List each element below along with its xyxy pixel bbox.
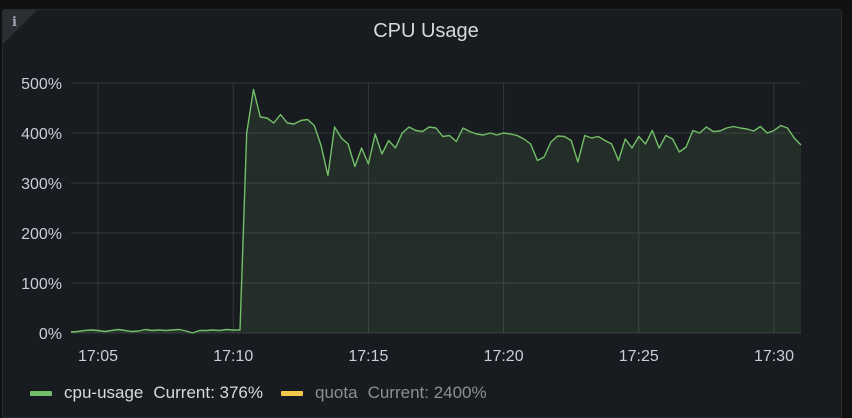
plot-area	[70, 88, 802, 334]
x-tick-label: 17:25	[619, 348, 659, 365]
x-tick-label: 17:20	[484, 348, 524, 365]
x-tick-label: 17:15	[348, 348, 388, 365]
legend-label[interactable]: cpu-usage	[64, 383, 144, 402]
x-tick-label: 17:05	[78, 348, 118, 365]
y-axis: 0% 100% 200% 300% 400% 500%	[21, 76, 62, 343]
legend-current-value: Current: 376%	[153, 383, 264, 402]
series-line-cpu-usage	[70, 88, 802, 334]
x-tick-label: 17:10	[213, 348, 253, 365]
legend: cpu-usage Current: 376% quota Current: 2…	[30, 381, 505, 405]
legend-item-cpu-usage[interactable]: cpu-usage Current: 376%	[30, 383, 263, 403]
legend-swatch-quota	[281, 390, 304, 396]
y-tick-label: 200%	[21, 226, 62, 243]
series-area-cpu-usage	[71, 89, 801, 333]
chart-panel: i	[2, 9, 842, 418]
x-axis: 17:05 17:10 17:15 17:20 17:25 17:30	[78, 348, 794, 365]
legend-item-quota[interactable]: quota Current: 2400%	[281, 383, 487, 403]
y-tick-label: 500%	[21, 76, 62, 93]
info-icon[interactable]: i	[12, 15, 17, 30]
y-tick-label: 100%	[21, 276, 62, 293]
legend-swatch-cpu-usage	[30, 390, 52, 396]
y-tick-label: 400%	[21, 126, 62, 143]
legend-label[interactable]: quota	[315, 383, 358, 402]
chart-grid	[71, 82, 801, 334]
y-tick-label: 0%	[39, 326, 62, 343]
x-tick-label: 17:30	[754, 348, 794, 365]
legend-current-value: Current: 2400%	[367, 383, 487, 402]
info-corner[interactable]	[3, 10, 37, 44]
panel-title[interactable]: CPU Usage	[373, 20, 479, 42]
y-tick-label: 300%	[21, 176, 62, 193]
